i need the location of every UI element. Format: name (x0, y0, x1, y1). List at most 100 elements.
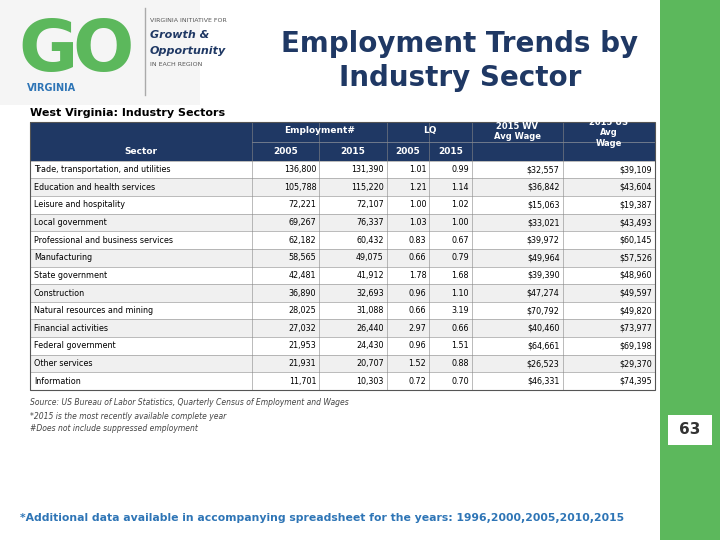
Bar (30, 373, 655, 390)
Text: 136,800: 136,800 (284, 165, 316, 174)
Text: 1.02: 1.02 (451, 200, 469, 210)
Text: VIRGINIA: VIRGINIA (27, 83, 76, 93)
Text: 2015: 2015 (341, 147, 366, 156)
Text: 20,707: 20,707 (356, 359, 384, 368)
Text: 2.97: 2.97 (408, 324, 426, 333)
Text: $64,661: $64,661 (527, 341, 559, 350)
Bar (30, 249, 655, 267)
Text: 115,220: 115,220 (351, 183, 384, 192)
Text: 72,221: 72,221 (289, 200, 316, 210)
Text: Trade, transportation, and utilities: Trade, transportation, and utilities (34, 165, 171, 174)
Bar (30, 302, 655, 320)
Text: 0.79: 0.79 (451, 253, 469, 262)
Text: 31,088: 31,088 (356, 306, 384, 315)
Text: State government: State government (34, 271, 107, 280)
Text: $47,274: $47,274 (527, 288, 559, 298)
Text: $15,063: $15,063 (527, 200, 559, 210)
Text: *Additional data available in accompanying spreadsheet for the years: 1996,2000,: *Additional data available in accompanyi… (20, 513, 624, 523)
Text: 2015 WV
Avg Wage: 2015 WV Avg Wage (494, 122, 541, 141)
Text: Opportunity: Opportunity (150, 46, 226, 56)
Text: 11,701: 11,701 (289, 377, 316, 386)
Text: 1.00: 1.00 (451, 218, 469, 227)
Text: IN EACH REGION: IN EACH REGION (150, 62, 202, 67)
Text: Information: Information (34, 377, 81, 386)
Text: 1.52: 1.52 (409, 359, 426, 368)
Text: West Virginia: Industry Sectors: West Virginia: Industry Sectors (30, 108, 225, 118)
Text: 0.96: 0.96 (409, 341, 426, 350)
Text: 0.72: 0.72 (409, 377, 426, 386)
Text: $60,145: $60,145 (619, 235, 652, 245)
Text: 105,788: 105,788 (284, 183, 316, 192)
Text: 2005: 2005 (396, 147, 420, 156)
Bar (30, 214, 655, 231)
Bar (0, 0, 200, 105)
Text: 32,693: 32,693 (356, 288, 384, 298)
Text: 1.10: 1.10 (451, 288, 469, 298)
Text: 26,440: 26,440 (356, 324, 384, 333)
Text: 62,182: 62,182 (289, 235, 316, 245)
Text: 0.99: 0.99 (451, 165, 469, 174)
Text: }: } (697, 421, 710, 439)
Text: 131,390: 131,390 (351, 165, 384, 174)
Text: {: { (670, 421, 683, 439)
Text: Natural resources and mining: Natural resources and mining (34, 306, 153, 315)
Text: Education and health services: Education and health services (34, 183, 155, 192)
Text: Financial activities: Financial activities (34, 324, 108, 333)
FancyBboxPatch shape (668, 415, 712, 445)
Text: $49,820: $49,820 (619, 306, 652, 315)
Text: $70,792: $70,792 (526, 306, 559, 315)
Text: VIRGINIA INITIATIVE FOR: VIRGINIA INITIATIVE FOR (150, 18, 227, 23)
Text: 1.01: 1.01 (409, 165, 426, 174)
Text: Other services: Other services (34, 359, 92, 368)
Text: $57,526: $57,526 (619, 253, 652, 262)
Bar (30, 267, 655, 284)
Text: 0.96: 0.96 (409, 288, 426, 298)
Bar (30, 337, 655, 355)
Text: 2015 US
Avg
Wage: 2015 US Avg Wage (589, 118, 629, 148)
Text: $39,972: $39,972 (526, 235, 559, 245)
Text: Growth &: Growth & (150, 30, 210, 40)
Text: $19,387: $19,387 (619, 200, 652, 210)
Text: $32,557: $32,557 (526, 165, 559, 174)
Text: #Does not include suppressed employment: #Does not include suppressed employment (30, 424, 198, 433)
Text: 0.66: 0.66 (409, 253, 426, 262)
Text: 1.14: 1.14 (451, 183, 469, 192)
Text: 28,025: 28,025 (289, 306, 316, 315)
Text: $26,523: $26,523 (527, 359, 559, 368)
Text: 0.83: 0.83 (409, 235, 426, 245)
Text: 0.67: 0.67 (451, 235, 469, 245)
Bar (30, 122, 655, 161)
Bar (30, 284, 655, 302)
Text: Construction: Construction (34, 288, 85, 298)
Bar (30, 122, 655, 390)
Text: 21,953: 21,953 (289, 341, 316, 350)
Bar (30, 196, 655, 214)
Bar (30, 320, 655, 337)
Bar (30, 355, 655, 373)
Text: Federal government: Federal government (34, 341, 116, 350)
Text: 0.88: 0.88 (451, 359, 469, 368)
Text: $43,604: $43,604 (620, 183, 652, 192)
Text: $39,390: $39,390 (527, 271, 559, 280)
Text: Professional and business services: Professional and business services (34, 235, 173, 245)
Text: 49,075: 49,075 (356, 253, 384, 262)
Text: 76,337: 76,337 (356, 218, 384, 227)
Text: Leisure and hospitality: Leisure and hospitality (34, 200, 125, 210)
Text: 69,267: 69,267 (289, 218, 316, 227)
Text: Sector: Sector (125, 147, 158, 156)
Text: $36,842: $36,842 (527, 183, 559, 192)
Text: Employment#: Employment# (284, 126, 355, 135)
Text: 24,430: 24,430 (356, 341, 384, 350)
Text: 21,931: 21,931 (289, 359, 316, 368)
Text: $33,021: $33,021 (527, 218, 559, 227)
Text: $29,370: $29,370 (619, 359, 652, 368)
Text: 0.70: 0.70 (451, 377, 469, 386)
Text: Local government: Local government (34, 218, 107, 227)
Text: $73,977: $73,977 (619, 324, 652, 333)
Text: 1.00: 1.00 (409, 200, 426, 210)
Text: O: O (72, 17, 133, 86)
Text: 58,565: 58,565 (289, 253, 316, 262)
Text: 63: 63 (679, 422, 701, 437)
Text: 2015: 2015 (438, 147, 463, 156)
Text: 1.21: 1.21 (409, 183, 426, 192)
